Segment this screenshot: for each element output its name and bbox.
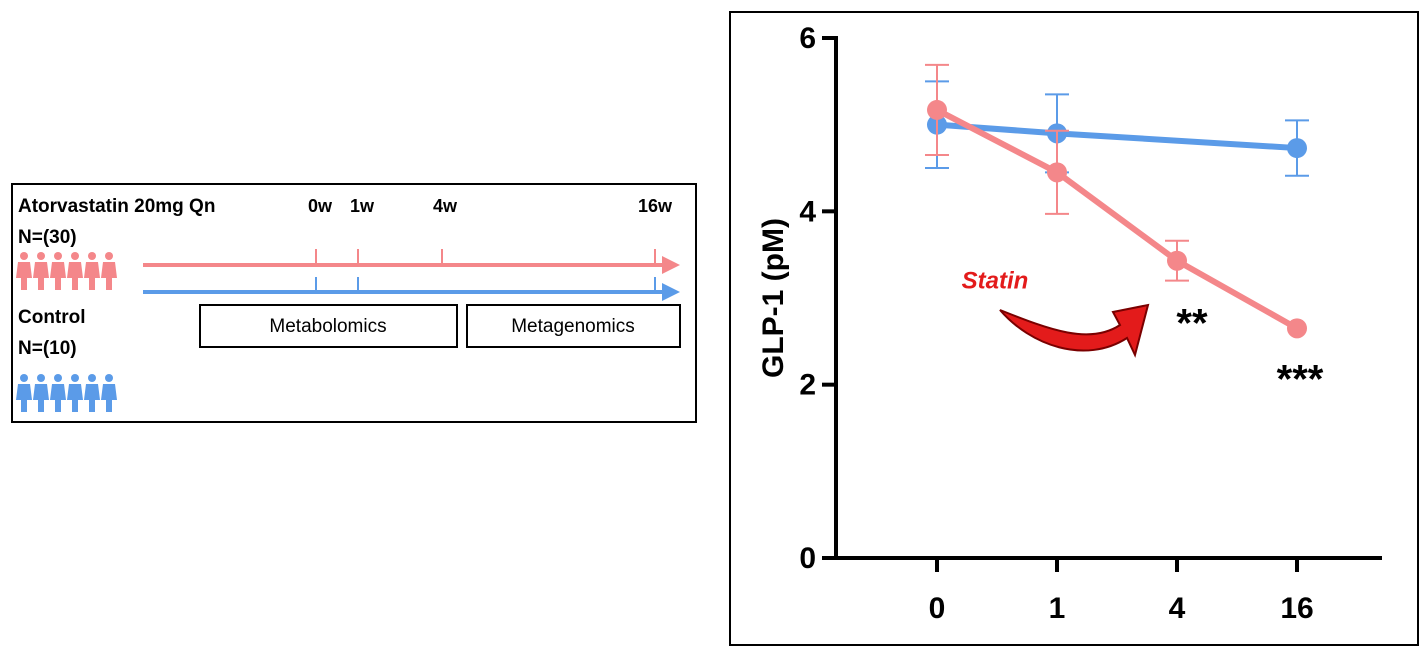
assay-label: Metabolomics (269, 316, 386, 337)
y-tick-label: 4 (799, 195, 816, 228)
y-tick-label: 2 (799, 369, 816, 402)
timepoint-label: 4w (433, 196, 458, 216)
person-body (84, 262, 100, 290)
x-tick-label: 1 (1049, 592, 1066, 625)
data-point (1167, 250, 1187, 271)
statin-arrow (999, 303, 1150, 358)
person-icon (101, 374, 117, 412)
person-head (71, 252, 79, 260)
assay-label: Metagenomics (511, 316, 635, 337)
timepoint-label: 16w (638, 196, 673, 216)
person-body (16, 262, 32, 290)
data-point (1287, 138, 1307, 159)
person-icon (67, 374, 83, 412)
person-body (101, 384, 117, 412)
x-tick-label: 16 (1280, 592, 1313, 625)
annotation: *** (1277, 358, 1324, 402)
data-point (1287, 318, 1307, 339)
data-point (927, 99, 947, 120)
person-body (33, 384, 49, 412)
data-point (1047, 162, 1067, 183)
diagram-frame (11, 183, 697, 423)
person-head (54, 252, 62, 260)
person-body (50, 262, 66, 290)
person-head (105, 252, 113, 260)
person-body (33, 262, 49, 290)
person-head (71, 374, 79, 382)
y-tick-label: 6 (799, 22, 816, 55)
series-line (935, 107, 1299, 331)
person-icon (16, 252, 32, 290)
timeline-blue (143, 277, 680, 301)
assay-box (466, 304, 681, 348)
person-body (84, 384, 100, 412)
person-body (101, 262, 117, 290)
person-head (88, 374, 96, 382)
group-n: N=(10) (18, 338, 77, 359)
person-head (20, 374, 28, 382)
y-tick-label: 0 (799, 542, 816, 575)
timepoint-label: 0w (308, 196, 333, 216)
person-icon (16, 374, 32, 412)
people-icons (16, 252, 117, 412)
chart-frame (729, 11, 1419, 646)
person-body (67, 384, 83, 412)
group-label: Control (18, 307, 86, 328)
x-tick-label: 4 (1169, 592, 1186, 625)
group-label: Atorvastatin 20mg Qn (18, 196, 215, 217)
person-head (88, 252, 96, 260)
person-head (20, 252, 28, 260)
person-head (37, 374, 45, 382)
person-head (54, 374, 62, 382)
timepoint-label: 1w (350, 196, 375, 216)
annotation: Statin (962, 267, 1029, 294)
y-axis-label: GLP-1 (pM) (757, 218, 790, 378)
person-icon (84, 374, 100, 412)
person-icon (84, 252, 100, 290)
person-head (105, 374, 113, 382)
timeline-red (143, 249, 680, 274)
assay-box (199, 304, 458, 348)
person-icon (50, 252, 66, 290)
person-head (37, 252, 45, 260)
annotation: ** (1176, 302, 1208, 346)
person-icon (33, 374, 49, 412)
group-n: N=(30) (18, 227, 77, 248)
person-body (50, 384, 66, 412)
person-icon (50, 374, 66, 412)
person-icon (101, 252, 117, 290)
person-body (16, 384, 32, 412)
person-icon (33, 252, 49, 290)
x-tick-label: 0 (929, 592, 946, 625)
study-diagram: Atorvastatin 20mg Qn N=(30) Control N=(1… (11, 183, 697, 423)
person-icon (67, 252, 83, 290)
person-body (67, 262, 83, 290)
